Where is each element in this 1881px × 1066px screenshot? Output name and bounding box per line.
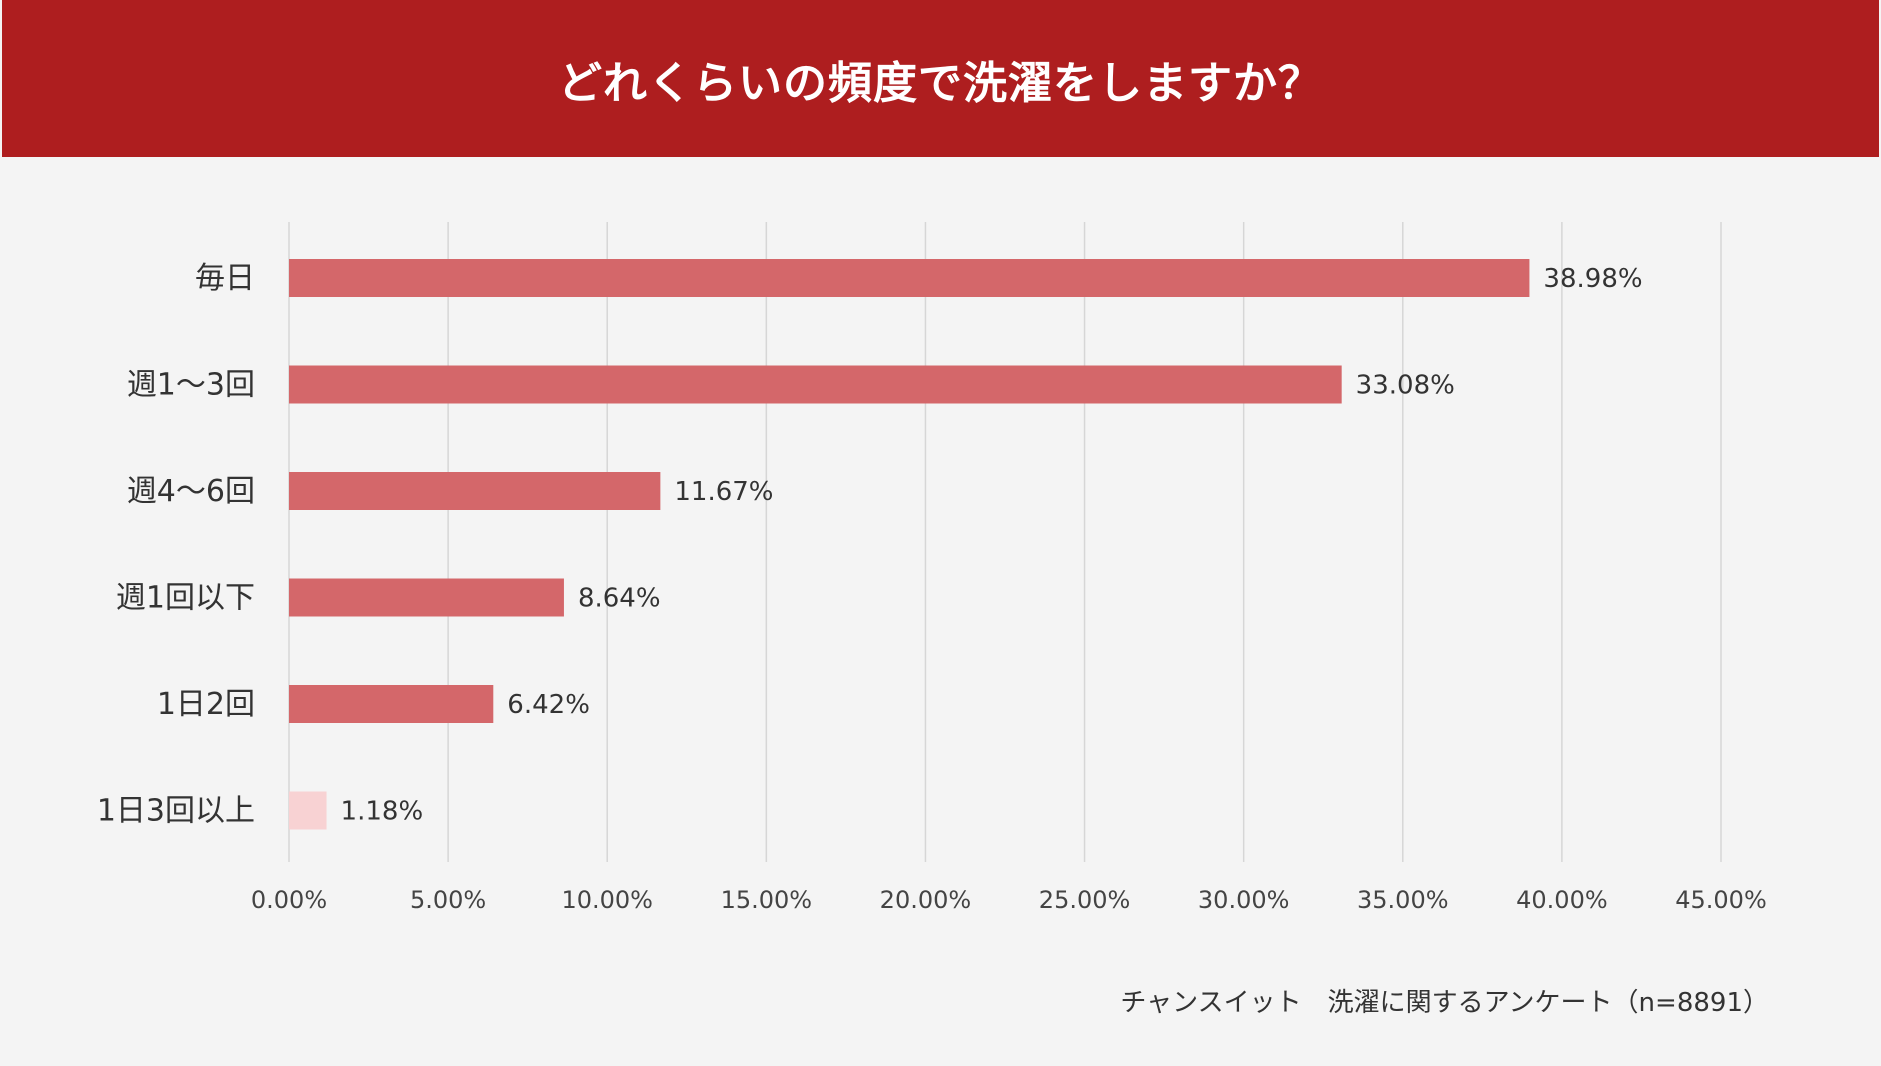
data-label: 38.98% bbox=[1543, 264, 1642, 294]
category-label: 毎日 bbox=[195, 261, 255, 296]
bar bbox=[289, 259, 1530, 297]
x-tick-label: 20.00% bbox=[880, 886, 972, 914]
data-label: 33.08% bbox=[1356, 371, 1455, 401]
x-tick-label: 25.00% bbox=[1039, 886, 1131, 914]
category-label: 1日2回 bbox=[157, 687, 255, 722]
source-note: チャンスイット 洗濯に関するアンケート（n=8891） bbox=[1120, 988, 1769, 1018]
x-tick-label: 40.00% bbox=[1516, 886, 1608, 914]
category-label: 週4〜6回 bbox=[127, 474, 255, 509]
chart-header: どれくらいの頻度で洗濯をしますか？ bbox=[2, 0, 1879, 157]
data-label: 11.67% bbox=[674, 477, 773, 507]
category-label: 週1〜3回 bbox=[127, 368, 255, 403]
bar bbox=[289, 685, 494, 723]
bar bbox=[289, 472, 661, 510]
x-tick-label: 35.00% bbox=[1357, 886, 1449, 914]
data-label: 1.18% bbox=[341, 797, 424, 827]
x-tick-label: 45.00% bbox=[1675, 886, 1767, 914]
category-label: 週1回以下 bbox=[116, 581, 255, 616]
bar bbox=[289, 365, 1342, 404]
x-tick-label: 0.00% bbox=[251, 886, 327, 914]
x-tick-label: 30.00% bbox=[1198, 886, 1290, 914]
bar bbox=[289, 791, 327, 830]
data-label: 8.64% bbox=[578, 584, 661, 614]
chart-title: どれくらいの頻度で洗濯をしますか？ bbox=[558, 57, 1323, 109]
x-tick-label: 15.00% bbox=[721, 886, 813, 914]
data-label: 6.42% bbox=[507, 690, 590, 720]
bar bbox=[289, 578, 564, 617]
x-tick-label: 5.00% bbox=[410, 886, 486, 914]
category-label: 1日3回以上 bbox=[97, 794, 255, 829]
x-tick-label: 10.00% bbox=[561, 886, 653, 914]
